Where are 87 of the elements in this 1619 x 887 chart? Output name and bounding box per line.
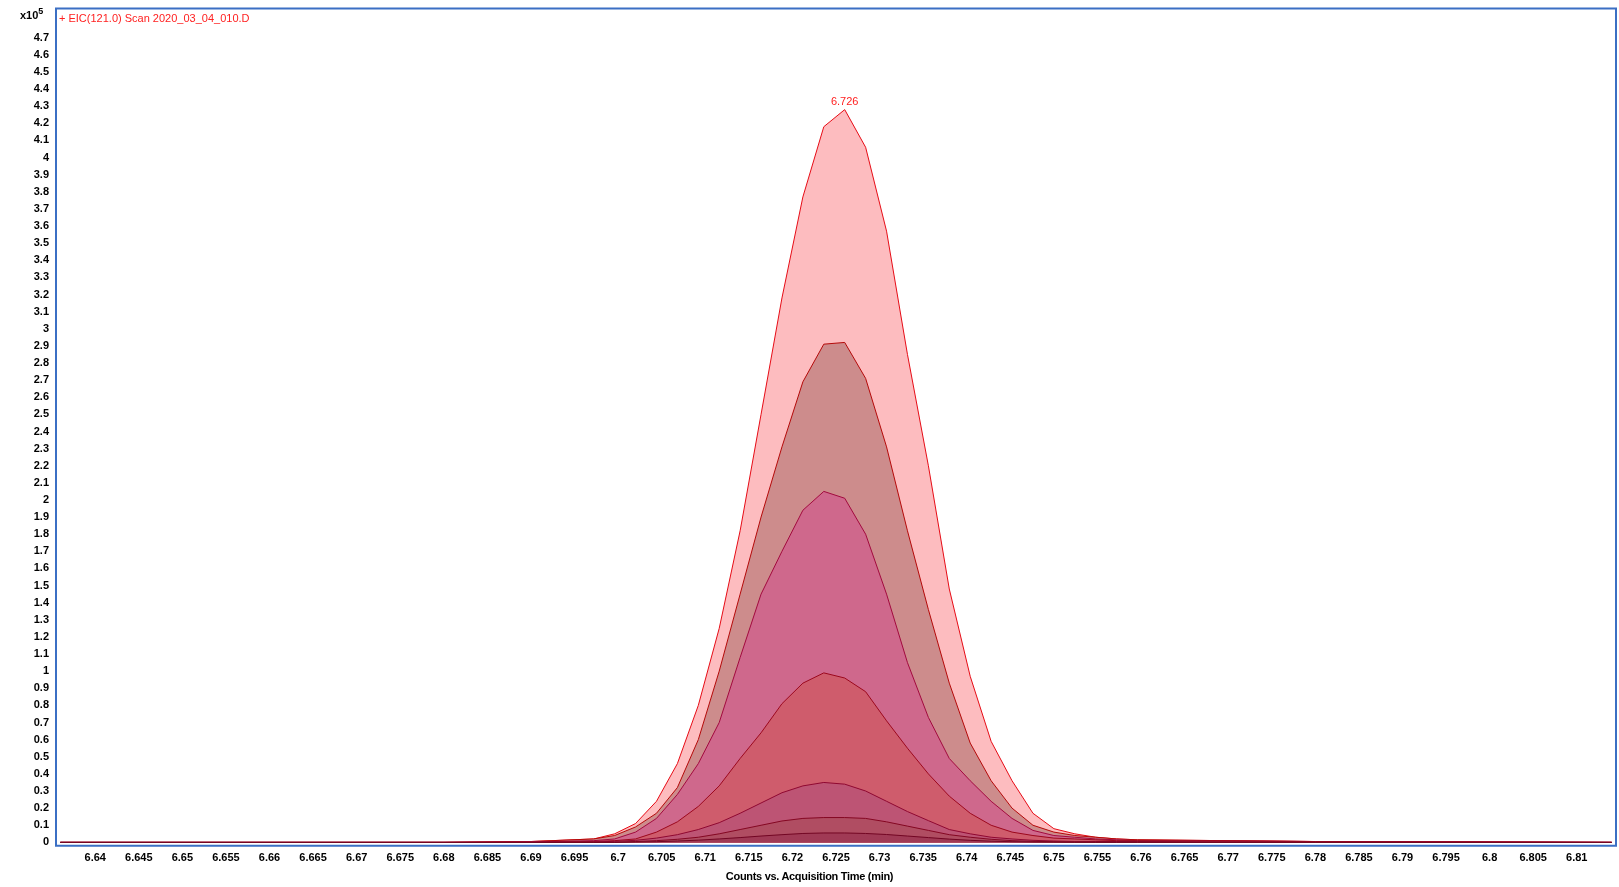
y-tick-label: 2.3 bbox=[33, 441, 49, 454]
annotation: 6.726 bbox=[830, 95, 859, 108]
x-tick-label: 6.795 bbox=[1432, 851, 1460, 864]
x-tick-label: 6.745 bbox=[996, 851, 1025, 864]
y-tick-label: 3.2 bbox=[33, 287, 49, 300]
y-tick-label: 2.8 bbox=[33, 356, 49, 369]
y-tick-label: 1.6 bbox=[33, 561, 49, 574]
x-tick-label: 6.7 bbox=[610, 851, 626, 864]
y-tick-label: 2.6 bbox=[33, 390, 49, 403]
x-tick-label: 6.67 bbox=[345, 851, 368, 864]
y-tick-label: 4.6 bbox=[33, 47, 49, 60]
y-tick-label: 3.4 bbox=[33, 253, 50, 266]
y-axis-title: x10$^{5}$ bbox=[20, 6, 44, 21]
x-tick-label: 6.705 bbox=[647, 851, 676, 864]
y-tick-label: 4.4 bbox=[33, 82, 50, 95]
y-tick-label: 0.9 bbox=[33, 681, 49, 694]
x-axis-title: Counts vs. Acquisition Time (min) bbox=[724, 870, 895, 882]
y-tick-label: 1.2 bbox=[33, 629, 49, 642]
y-tick-label: 3 bbox=[42, 321, 49, 334]
y-tick-label: 3.1 bbox=[33, 304, 49, 317]
y-tick-label: 3.5 bbox=[33, 236, 49, 249]
y-tick-label: 0.1 bbox=[33, 818, 49, 831]
y-tick-label: 2.7 bbox=[33, 373, 49, 386]
x-tick-label: 6.775 bbox=[1257, 851, 1286, 864]
x-tick-label: 6.785 bbox=[1345, 851, 1373, 864]
y-tick-label: 3.3 bbox=[33, 270, 49, 283]
y-tick-label: 2.5 bbox=[33, 407, 49, 420]
y-tick-label: 1.1 bbox=[33, 647, 49, 660]
y-tick-label: 4.1 bbox=[33, 133, 49, 146]
y-tick-label: 4.5 bbox=[33, 64, 49, 77]
y-tick-label: 0.3 bbox=[33, 784, 49, 797]
x-tick-label: 6.75 bbox=[1043, 851, 1065, 864]
y-tick-label: 0.5 bbox=[33, 749, 49, 762]
x-tick-label: 6.77 bbox=[1217, 851, 1239, 864]
x-tick-label: 6.655 bbox=[212, 851, 240, 864]
y-tick-label: 2.2 bbox=[33, 458, 49, 471]
x-tick-label: 6.78 bbox=[1304, 851, 1327, 864]
y-tick-label: 1 bbox=[42, 664, 49, 677]
y-tick-label: 3.6 bbox=[33, 219, 49, 232]
x-tick-label: 6.66 bbox=[258, 851, 281, 864]
x-tick-label: 6.69 bbox=[520, 851, 542, 864]
y-tick-label: 4.7 bbox=[33, 30, 49, 43]
y-tick-label: 1.9 bbox=[33, 510, 49, 523]
y-tick-label: 1.7 bbox=[33, 544, 49, 557]
x-tick-label: 6.735 bbox=[909, 851, 937, 864]
y-tick-label: 0.8 bbox=[33, 698, 49, 711]
x-tick-label: 6.675 bbox=[386, 851, 415, 864]
x-tick-label: 6.765 bbox=[1170, 851, 1199, 864]
y-tick-label: 2.4 bbox=[33, 424, 50, 437]
y-tick-label: 3.7 bbox=[33, 201, 49, 214]
y-tick-label: 2.9 bbox=[33, 338, 49, 351]
x-tick-label: 6.73 bbox=[868, 851, 891, 864]
y-tick-label: 0 bbox=[42, 835, 49, 848]
x-tick-label: 6.725 bbox=[822, 851, 850, 864]
y-tick-label: 1.3 bbox=[33, 612, 49, 625]
y-tick-label: 0.7 bbox=[33, 715, 49, 728]
y-tick-label: 2.1 bbox=[33, 475, 49, 488]
y-tick-label: 0.6 bbox=[33, 732, 49, 745]
x-tick-label: 6.81 bbox=[1566, 851, 1588, 864]
y-tick-label: 3.9 bbox=[33, 167, 49, 180]
x-tick-label: 6.74 bbox=[956, 851, 979, 864]
x-tick-label: 6.64 bbox=[84, 851, 107, 864]
x-tick-label: 6.72 bbox=[781, 851, 804, 864]
y-tick-label: 0.2 bbox=[33, 801, 49, 814]
y-tick-label: 4 bbox=[42, 150, 50, 163]
x-tick-label: 6.8 bbox=[1481, 851, 1498, 864]
x-tick-label: 6.695 bbox=[560, 851, 589, 864]
x-tick-label: 6.76 bbox=[1130, 851, 1152, 864]
x-tick-label: 6.715 bbox=[735, 851, 763, 864]
y-tick-label: 3.8 bbox=[33, 184, 49, 197]
x-tick-label: 6.645 bbox=[125, 851, 153, 864]
y-tick-label: 2 bbox=[42, 492, 49, 505]
x-tick-label: 6.665 bbox=[299, 851, 327, 864]
x-tick-label: 6.65 bbox=[171, 851, 194, 864]
y-tick-label: 0.4 bbox=[33, 766, 50, 779]
x-tick-label: 6.805 bbox=[1519, 851, 1547, 864]
y-tick-label: 4.2 bbox=[33, 116, 49, 129]
x-tick-label: 6.68 bbox=[433, 851, 455, 864]
x-tick-label: 6.79 bbox=[1391, 851, 1414, 864]
x-tick-label: 6.685 bbox=[473, 851, 502, 864]
y-tick-label: 1.4 bbox=[33, 595, 50, 608]
x-tick-label: 6.71 bbox=[694, 851, 716, 864]
x-tick-label: 6.755 bbox=[1083, 851, 1112, 864]
chart-title: + EIC(121.0) Scan 2020_03_04_010.D bbox=[59, 12, 250, 25]
y-tick-label: 1.8 bbox=[33, 527, 49, 540]
y-tick-label: 1.5 bbox=[33, 578, 49, 591]
y-tick-label: 4.3 bbox=[33, 99, 49, 112]
